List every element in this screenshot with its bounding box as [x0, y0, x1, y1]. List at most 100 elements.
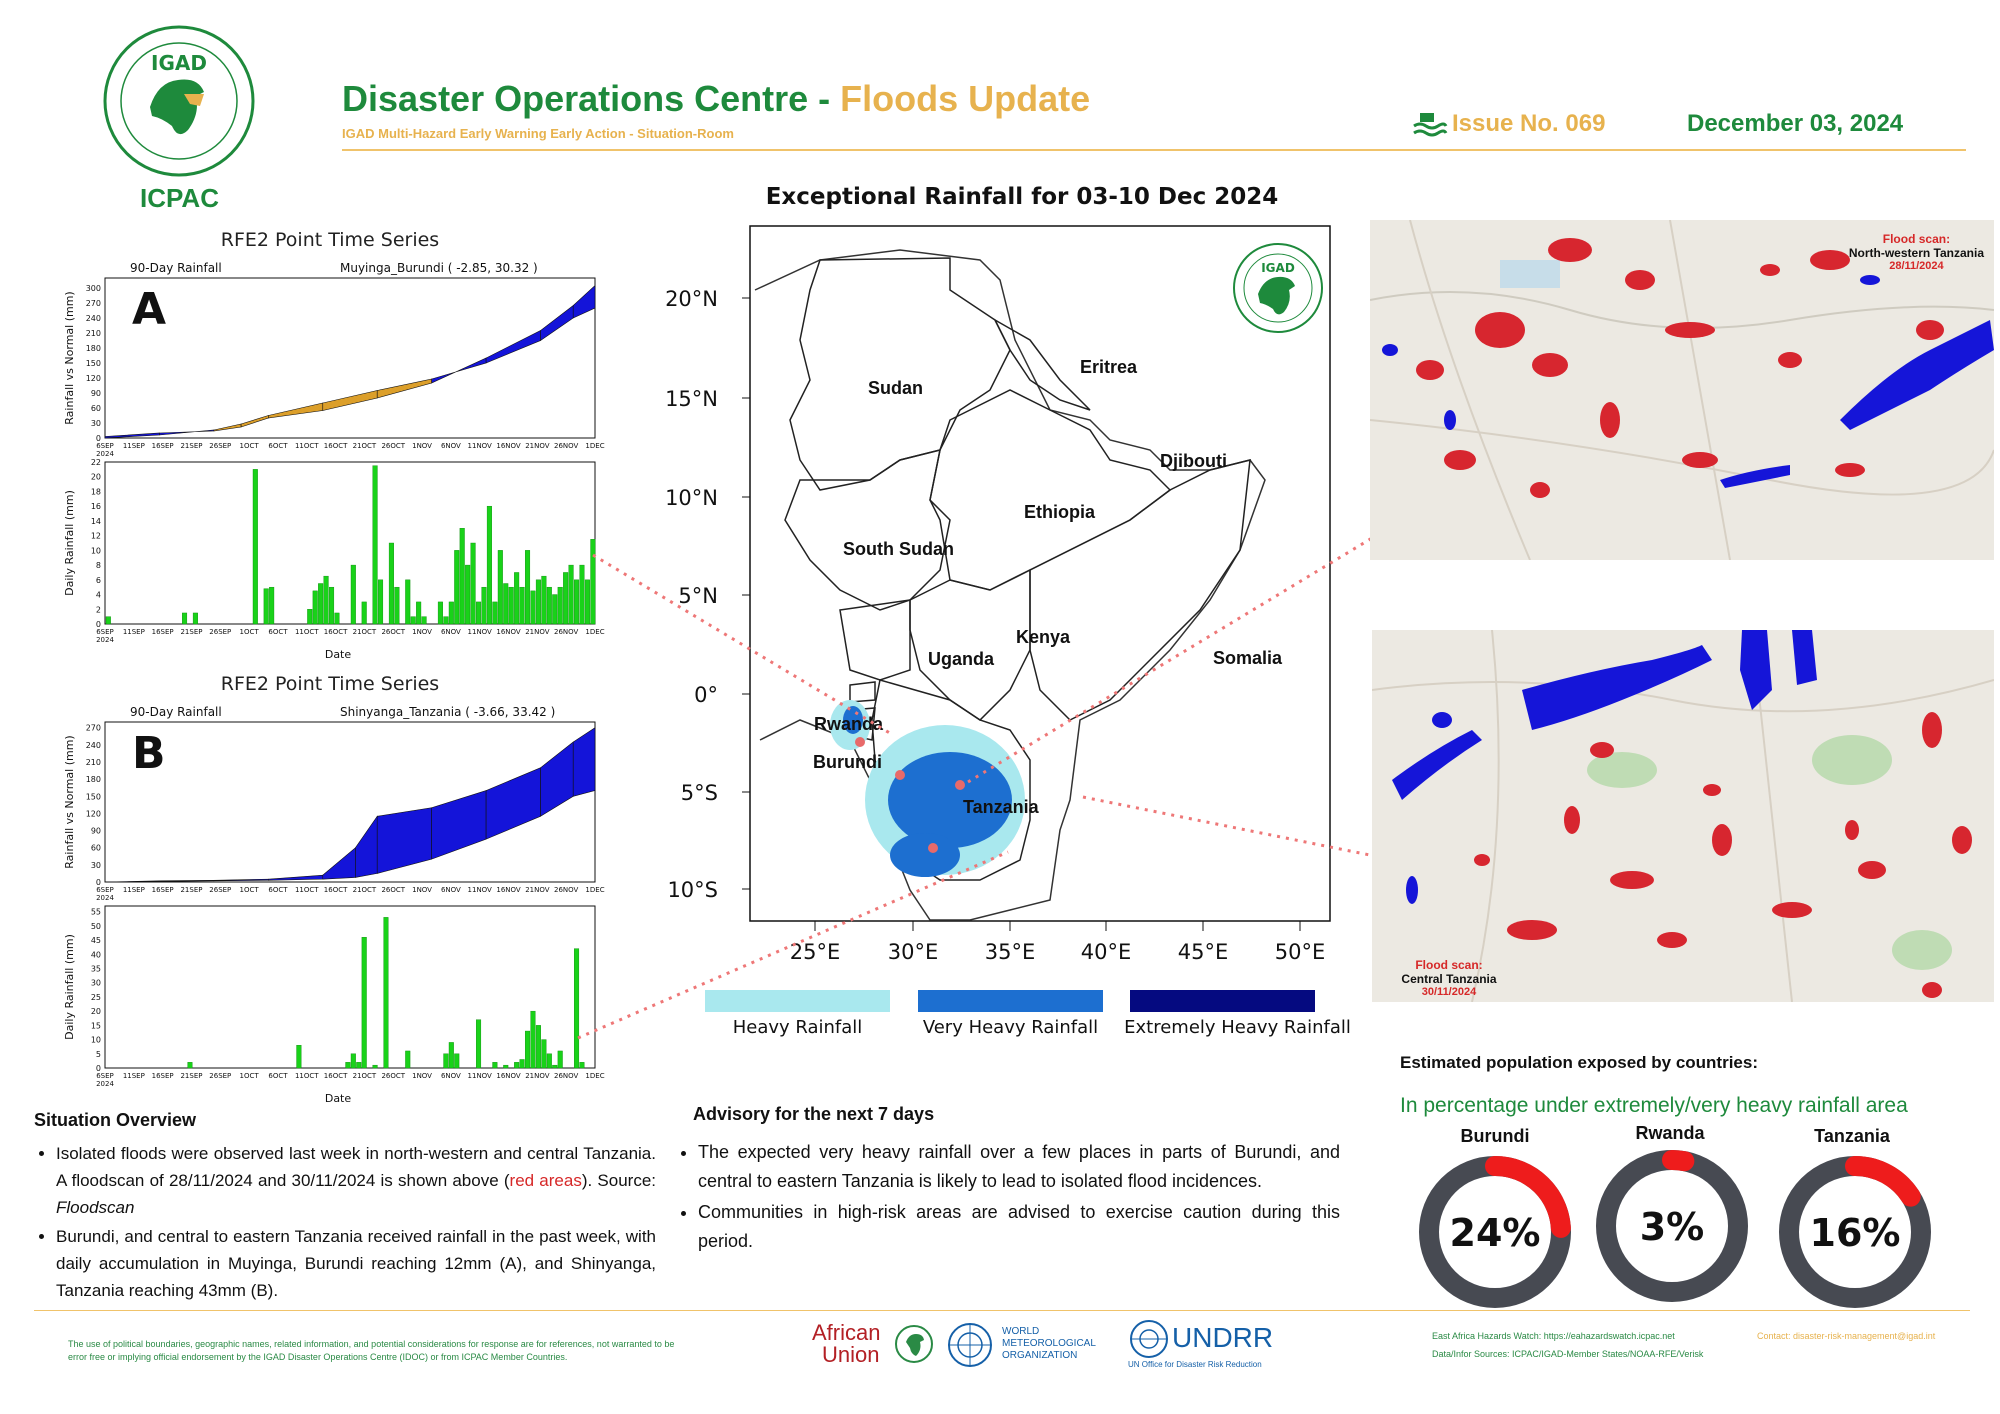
chart-a-xtick-bottom-2: 16SEP [152, 628, 174, 636]
country-uganda: Uganda [928, 649, 995, 669]
chart-a-bar-48 [579, 564, 585, 625]
chart-a-xtick-bottom-7: 11OCT [295, 628, 319, 636]
chart-b-xtick-bottom-15: 21NOV [525, 1072, 550, 1080]
chart-a-ytick-top-9: 270 [86, 299, 101, 308]
chart-a-bar-17 [394, 586, 400, 625]
chart-a-ytick-top-8: 240 [86, 314, 101, 323]
chart-a-xtick-top-9: 21OCT [353, 442, 377, 450]
chart-b-bar-18 [530, 1010, 536, 1069]
chart-b-bar-13 [492, 1062, 498, 1069]
footer-disclaimer: The use of political boundaries, geograp… [68, 1339, 675, 1362]
chart-a-xtick-top-8: 16OCT [324, 442, 348, 450]
situation-title: Situation Overview [34, 1110, 197, 1130]
chart-b-bar-14 [503, 1064, 509, 1069]
chart-a-bar-49 [584, 579, 590, 625]
chart-a-xtick-bottom-16: 26NOV [554, 628, 579, 636]
chart-a-bar-20 [416, 601, 422, 625]
chart-a-xtick-top-14: 16NOV [496, 442, 521, 450]
chart-b-panel-letter: B [132, 728, 166, 779]
legend-extreme-swatch [1130, 990, 1315, 1012]
chart-a-ytick-top-0: 0 [96, 434, 101, 443]
chart-b-xtick-top-6: 6OCT [268, 886, 288, 894]
chart-b-bar-3 [350, 1053, 356, 1069]
chart-b-band-10 [572, 727, 596, 797]
chart-a-bar-28 [470, 542, 476, 625]
chart-b-xtick-bottom-3: 21SEP [180, 1072, 202, 1080]
lon-ticks [814, 921, 1301, 931]
flood-scan-top-region: North-western Tanzania [1848, 246, 1984, 260]
chart-b-xtick-year-top: 2024 [96, 894, 114, 902]
chart-a-bar-34 [503, 583, 509, 625]
chart-a-ytick-bottom-3: 6 [96, 576, 101, 585]
chart-a-xtick-bottom-3: 21SEP [180, 628, 202, 636]
population-title: Estimated population exposed by countrie… [1400, 1053, 1758, 1072]
donut-arc-tanzania [1845, 1156, 1921, 1207]
chart-a-bar-25 [454, 550, 460, 625]
chart-b-xtick-top-15: 21NOV [525, 886, 550, 894]
chart-a-bar-39 [530, 590, 536, 625]
chart-b-ytick-bottom-7: 35 [91, 965, 101, 974]
donut-tanzania-country: Tanzania [1814, 1126, 1890, 1146]
chart-a-bar-21 [421, 616, 427, 625]
chart-a-bar-2 [192, 612, 198, 625]
donut-arc-burundi [1485, 1156, 1571, 1238]
chart-a-ylabel-bottom: Daily Rainfall (mm) [63, 490, 76, 596]
chart-b-bar-1 [296, 1045, 302, 1069]
situation-overview: Isolated floods were observed last week … [34, 1140, 656, 1306]
chart-a-panel-top [104, 277, 596, 439]
chart-a-ytick-top-7: 210 [86, 329, 101, 338]
chart-a-bar-27 [465, 564, 471, 625]
chart-a-subtitle-left: 90-Day Rainfall [130, 261, 222, 275]
chart-b-panel-bottom [104, 905, 596, 1069]
chart-b-xtick-bottom-4: 26SEP [209, 1072, 231, 1080]
chart-a-ytick-top-10: 300 [86, 284, 101, 293]
chart-a-ytick-top-4: 120 [86, 374, 101, 383]
chart-b-xtick-top-2: 16SEP [152, 886, 174, 894]
chart-a-title: RFE2 Point Time Series [221, 229, 439, 251]
country-kenya: Kenya [1016, 627, 1071, 647]
chart-a-bar-12 [350, 564, 356, 625]
chart-a-bar-22 [437, 601, 443, 625]
chart-a-bar-23 [443, 616, 449, 625]
issue-date: December 03, 2024 [1687, 110, 1904, 137]
au-line2: Union [822, 1342, 880, 1367]
chart-b-bar-25 [579, 1062, 585, 1069]
advisory-title: Advisory for the next 7 days [693, 1104, 935, 1124]
chart-b-xtick-bottom-5: 1OCT [240, 1072, 260, 1080]
chart-b-xtick-bottom-12: 6NOV [441, 1072, 461, 1080]
chart-b-ytick-bottom-10: 50 [91, 922, 101, 931]
chart-a-band-10 [572, 284, 596, 319]
chart-a-bar-32 [492, 601, 498, 625]
chart-a-xtick-top-2: 16SEP [152, 442, 174, 450]
footer-contact[interactable]: Contact: disaster-risk-management@igad.i… [1757, 1331, 1936, 1341]
chart-a-xtick-bottom-8: 16OCT [324, 628, 348, 636]
chart-b-xtick-bottom-7: 11OCT [295, 1072, 319, 1080]
situation-bullet-2: Burundi, and central to eastern Tanzania… [56, 1223, 656, 1304]
legend-extreme-label: Extremely Heavy Rainfall [1124, 1017, 1351, 1038]
chart-a-bar-41 [541, 575, 547, 625]
chart-a-ytick-bottom-0: 0 [96, 620, 101, 629]
chart-a-xlabel: Date [325, 648, 352, 661]
chart-a-bar-40 [535, 579, 541, 625]
chart-b-ylabel-top: Rainfall vs Normal (mm) [63, 735, 76, 868]
chart-a-bar-29 [476, 601, 482, 625]
lat-label-10s: 10°S [667, 878, 718, 902]
chart-b-xtick-bottom-0: 6SEP [96, 1072, 114, 1080]
chart-a-ytick-top-5: 150 [86, 359, 101, 368]
chart-b-xtick-top-7: 11OCT [295, 886, 319, 894]
chart-a-bar-8 [318, 583, 324, 625]
chart-a-xtick-top-17: 1DEC [585, 442, 604, 450]
wmo-line3: ORGANIZATION [1002, 1350, 1078, 1361]
chart-a-xtick-bottom-6: 6OCT [268, 628, 288, 636]
lat-label-20n: 20°N [665, 287, 718, 311]
map-logo-text: IGAD [1261, 261, 1295, 275]
chart-b-bar-21 [546, 1053, 552, 1069]
chart-a-xtick-year-top: 2024 [96, 450, 114, 458]
undrr-logo: UNDRR UN Office for Disaster Risk Reduct… [1128, 1318, 1278, 1374]
chart-b-xtick-top-12: 6NOV [441, 886, 461, 894]
flood-scan-bottom-region: Central Tanzania [1401, 972, 1497, 986]
lat-label-5n: 5°N [678, 584, 718, 608]
chart-a-bar-44 [557, 586, 563, 625]
chart-a-ytick-bottom-11: 22 [91, 458, 101, 467]
